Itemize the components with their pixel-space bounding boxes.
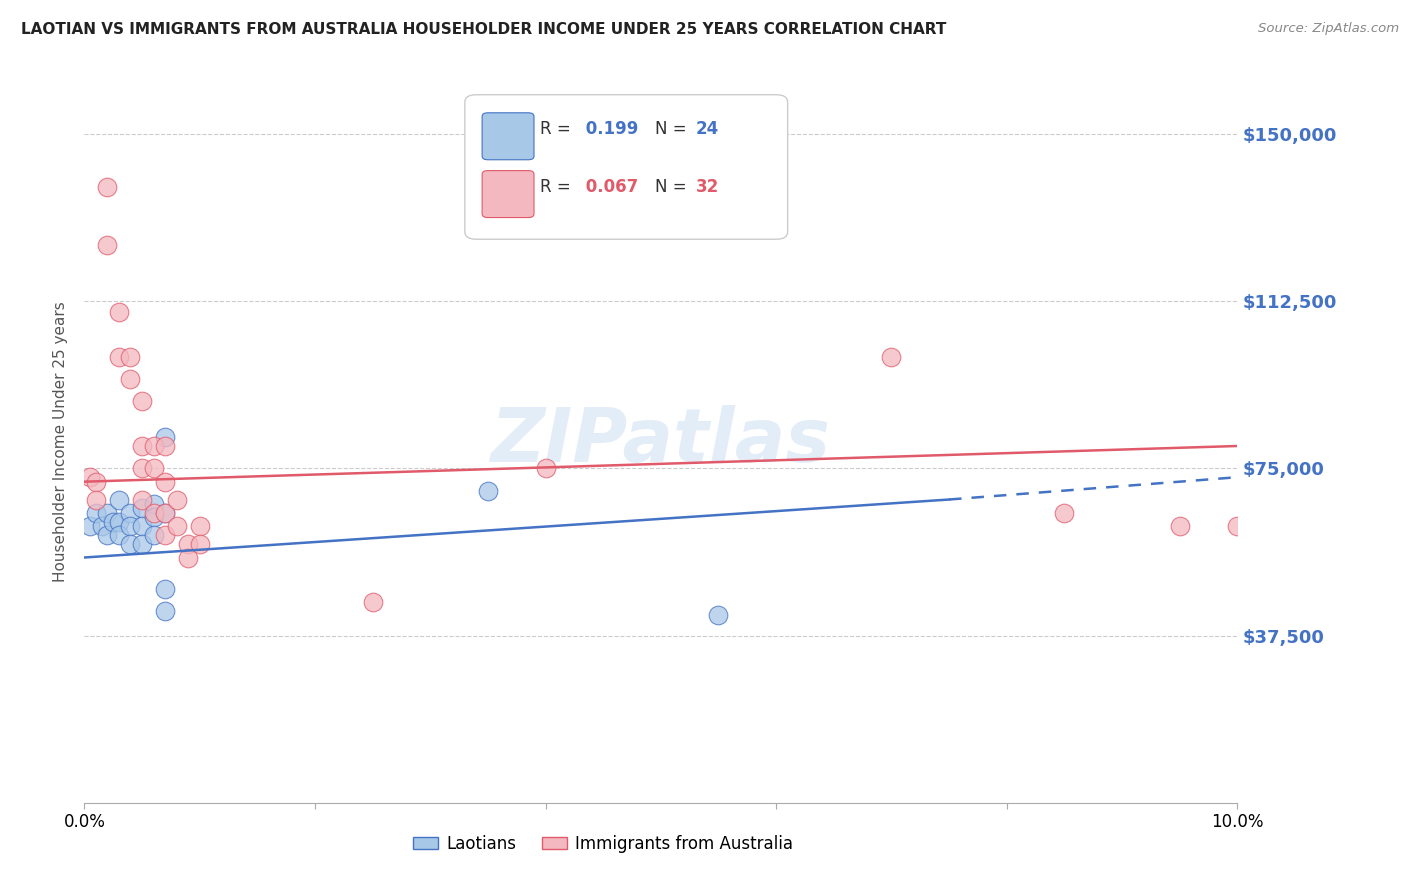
Point [153,475,176,489]
Point [120,372,142,386]
Text: LAOTIAN VS IMMIGRANTS FROM AUSTRALIA HOUSEHOLDER INCOME UNDER 25 YEARS CORRELATI: LAOTIAN VS IMMIGRANTS FROM AUSTRALIA HOU… [21,22,946,37]
Point [108,305,131,319]
Text: 32: 32 [696,178,718,196]
Point [153,439,176,453]
Point [177,537,200,551]
Text: N =: N = [655,120,692,138]
Point [880,350,903,364]
Point [131,394,153,409]
Point [153,506,176,520]
Point [142,506,165,520]
Point [153,506,176,520]
Point [103,515,124,529]
Point [142,528,165,542]
Text: 24: 24 [696,120,718,138]
Point [79,470,101,484]
Point [79,519,101,533]
Point [108,528,131,542]
Point [534,461,557,475]
Point [84,492,107,507]
Point [166,519,188,533]
Point [1053,506,1076,520]
FancyBboxPatch shape [482,112,534,160]
Point [96,238,118,252]
Point [1168,519,1191,533]
Point [131,501,153,516]
Point [120,519,142,533]
Text: N =: N = [655,178,692,196]
Point [120,350,142,364]
Point [142,439,165,453]
Point [108,515,131,529]
Point [707,608,730,623]
Point [166,492,188,507]
Point [96,180,118,194]
Text: Source: ZipAtlas.com: Source: ZipAtlas.com [1258,22,1399,36]
Text: R =: R = [540,178,576,196]
Point [120,537,142,551]
Point [108,350,131,364]
Point [153,430,176,444]
Text: R =: R = [540,120,576,138]
Point [1226,519,1249,533]
Point [131,461,153,475]
Point [84,506,107,520]
Text: 0.199: 0.199 [581,120,638,138]
FancyBboxPatch shape [465,95,787,239]
Point [361,595,384,609]
Point [90,519,112,533]
Point [84,475,107,489]
Point [177,550,200,565]
Point [142,461,165,475]
Point [120,506,142,520]
Text: 0.067: 0.067 [581,178,638,196]
Point [153,528,176,542]
Point [477,483,499,498]
Point [96,506,118,520]
Point [131,439,153,453]
Point [142,497,165,511]
Y-axis label: Householder Income Under 25 years: Householder Income Under 25 years [53,301,69,582]
Point [142,510,165,524]
Point [131,492,153,507]
Point [153,604,176,618]
Point [131,519,153,533]
Point [153,582,176,596]
FancyBboxPatch shape [482,170,534,218]
Point [188,519,211,533]
Legend: Laotians, Immigrants from Australia: Laotians, Immigrants from Australia [406,828,800,860]
Point [131,537,153,551]
Text: ZIPatlas: ZIPatlas [491,405,831,478]
Point [108,492,131,507]
Point [188,537,211,551]
Point [96,528,118,542]
